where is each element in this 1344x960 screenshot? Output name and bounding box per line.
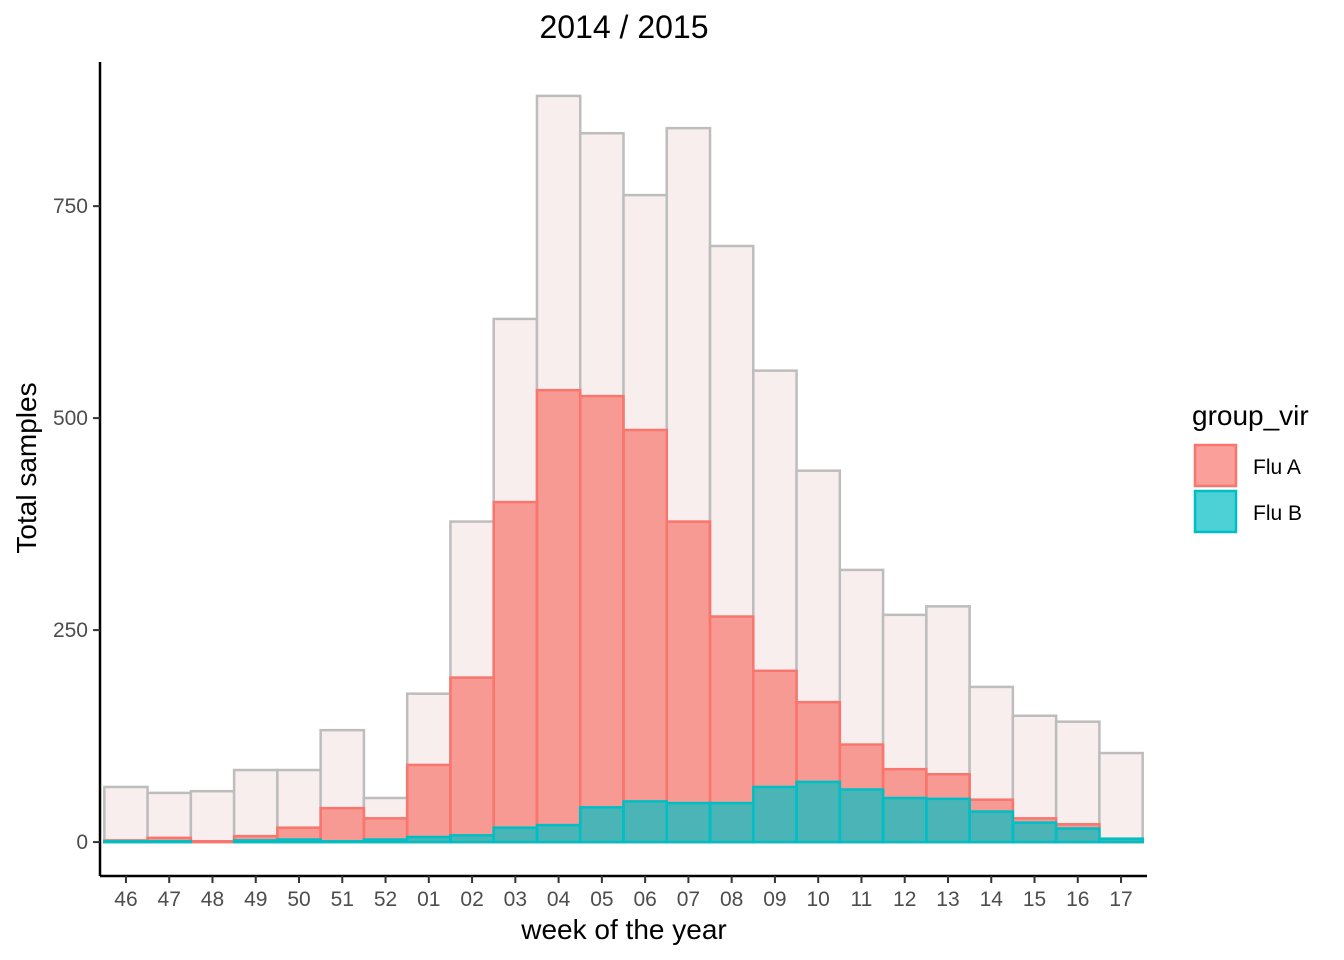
flu-a-bar-03 (492, 500, 539, 844)
y-tick-label-750: 750 (53, 195, 88, 218)
x-tick-label-04: 04 (547, 888, 571, 911)
x-tick-label-05: 05 (590, 888, 613, 911)
flu-a-bar-48 (189, 839, 236, 844)
x-tick-label-10: 10 (807, 888, 830, 911)
legend-key-flu-a (1193, 443, 1238, 488)
total-bar-48 (189, 789, 236, 844)
y-tick-label-250: 250 (53, 619, 88, 642)
x-tick-label-08: 08 (720, 888, 743, 911)
total-bar-49 (232, 768, 279, 844)
flu-a-bar-02 (449, 676, 495, 844)
x-tick-label-11: 11 (851, 888, 873, 911)
flu-b-bar-46 (103, 839, 149, 844)
flu-a-bar-06 (622, 428, 669, 844)
flu-b-bar-52 (362, 838, 409, 844)
flu-a-bar-51 (319, 806, 366, 844)
x-tick-label-12: 12 (893, 888, 916, 911)
flu-b-bar-14 (968, 810, 1015, 844)
flu-b-bar-13 (925, 797, 971, 844)
x-tick-label-09: 09 (763, 888, 786, 911)
x-tick-label-15: 15 (1023, 888, 1046, 911)
total-bar-46 (103, 785, 149, 844)
x-tick-label-01: 01 (417, 888, 440, 911)
x-tick-label-13: 13 (936, 888, 959, 911)
x-tick-label-16: 16 (1066, 888, 1089, 911)
x-tick-label-03: 03 (504, 888, 527, 911)
flu-b-bar-12 (881, 796, 928, 844)
total-bar-16 (1054, 720, 1101, 844)
flu-b-bar-16 (1054, 827, 1101, 844)
flu-b-bar-03 (492, 826, 539, 844)
flu-b-bar-10 (795, 780, 842, 844)
legend-title: group_vir (1192, 400, 1309, 431)
x-tick-label-48: 48 (201, 888, 224, 911)
x-tick-label-52: 52 (374, 888, 397, 911)
flu-b-bar-08 (708, 801, 755, 844)
axes: 0 250 500 750 46 47 48 49 50 51 52 01 02 03 04 05 06 07 08… (53, 62, 1147, 911)
x-tick-label-47: 47 (158, 888, 181, 911)
flu-b-bar-07 (665, 801, 712, 844)
x-tick-label-17: 17 (1109, 888, 1132, 911)
y-axis-title: Total samples (11, 382, 42, 553)
flu-a-bar-07 (665, 520, 712, 844)
flu-b-bar-49 (232, 839, 279, 844)
x-axis-title: week of the year (520, 914, 726, 945)
flu-b-bar-17 (1098, 837, 1144, 844)
flu-b-bar-02 (449, 834, 495, 844)
flu-b-bar-06 (622, 800, 669, 844)
flu-b-bar-15 (1011, 821, 1058, 844)
flu-b-bar-47 (146, 839, 193, 844)
legend-label-flu-b: Flu B (1253, 502, 1302, 525)
flu-b-bar-51 (319, 839, 366, 844)
x-tick-label-51: 51 (331, 888, 354, 911)
x-tick-label-14: 14 (980, 888, 1004, 911)
flu-a-bar-05 (578, 394, 625, 844)
flu-b-bar-01 (405, 835, 452, 844)
total-bar-47 (146, 791, 193, 844)
x-tick-label-50: 50 (287, 888, 310, 911)
y-tick-label-500: 500 (53, 407, 88, 430)
series-bars-group (103, 388, 1144, 844)
flu-b-bar-04 (535, 823, 582, 844)
x-tick-label-02: 02 (460, 888, 483, 911)
flu-a-bar-04 (535, 388, 582, 844)
x-tick-label-07: 07 (677, 888, 700, 911)
total-bar-17 (1098, 751, 1144, 844)
chart-title: 2014 / 2015 (539, 9, 708, 45)
x-tick-label-46: 46 (114, 888, 137, 911)
legend-label-flu-a: Flu A (1253, 456, 1301, 479)
x-tick-label-49: 49 (244, 888, 267, 911)
flu-b-bar-09 (752, 785, 798, 844)
flu-b-bar-05 (578, 806, 625, 844)
flu-b-bar-11 (838, 788, 885, 844)
x-tick-label-06: 06 (633, 888, 656, 911)
flu-a-bar-01 (405, 763, 452, 844)
legend: group_vir Flu A Flu B (1192, 400, 1309, 534)
y-tick-label-0: 0 (76, 831, 88, 854)
flu-b-bar-50 (276, 838, 322, 844)
legend-key-flu-b (1193, 489, 1238, 534)
